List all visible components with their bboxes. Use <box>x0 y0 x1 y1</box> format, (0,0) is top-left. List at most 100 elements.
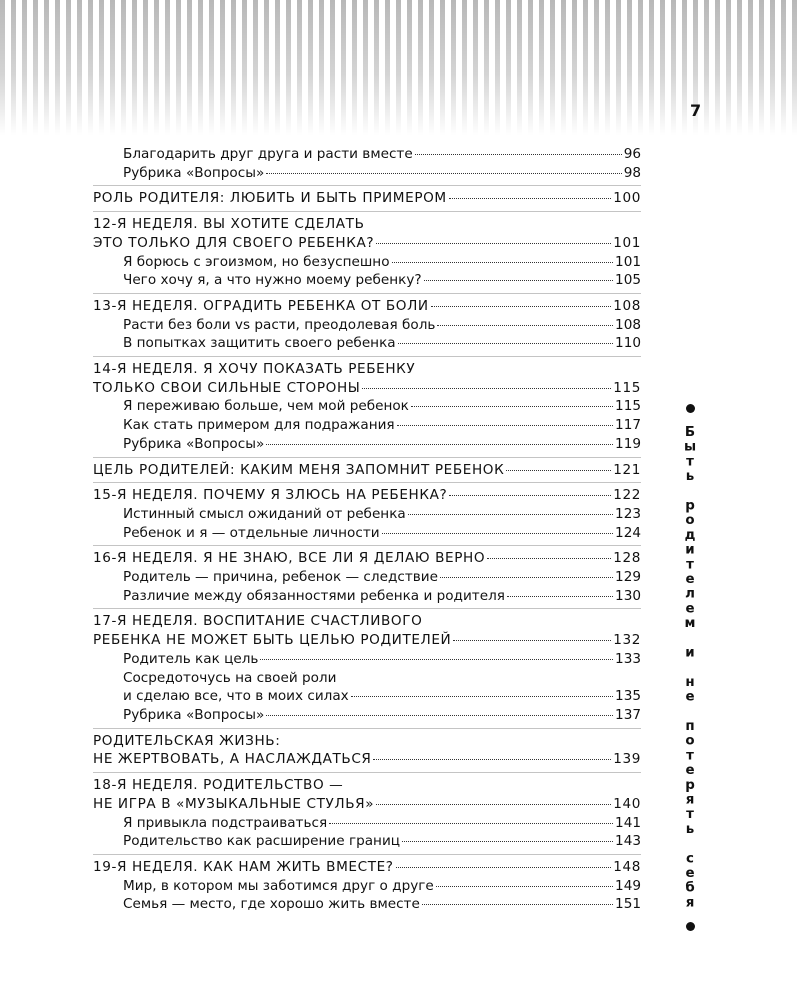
toc-entry: Сосредоточусь на своей роли и сделаю все,… <box>93 669 641 706</box>
entry-line: Чего хочу я, а что нужно моему ребенку? 1… <box>123 271 641 290</box>
entry-text: Как стать примером для подражания <box>123 417 395 434</box>
entry-text: 14-Я НЕДЕЛЯ. Я ХОЧУ ПОКАЗАТЬ РЕБЕНКУ <box>93 361 416 378</box>
toc-entry: Я борюсь с эгоизмом, но безуспешно 101 <box>93 253 641 272</box>
toc-group: 15-Я НЕДЕЛЯ. ПОЧЕМУ Я ЗЛЮСЬ НА РЕБЕНКА? 1… <box>93 482 641 545</box>
dot-leader <box>487 558 612 560</box>
toc-entry: Благодарить друг друга и расти вместе 96 <box>93 145 641 164</box>
dot-leader <box>449 495 612 497</box>
dot-leader <box>266 443 614 445</box>
entry-text: Чего хочу я, а что нужно моему ребенку? <box>123 272 422 289</box>
page-ref: 101 <box>613 234 641 251</box>
entry-line: Мир, в котором мы заботимся друг о друге… <box>123 877 641 896</box>
entry-line: Благодарить друг друга и расти вместе 96 <box>123 145 641 164</box>
toc-group: 16-Я НЕДЕЛЯ. Я НЕ ЗНАЮ, ВСЕ ЛИ Я ДЕЛАЮ В… <box>93 545 641 608</box>
dot-leader <box>376 242 612 244</box>
entry-text: РОДИТЕЛЬСКАЯ ЖИЗНЬ: <box>93 732 281 749</box>
entry-text: Различие между обязанностями ребенка и р… <box>123 587 505 604</box>
entry-text: и сделаю все, что в моих силах <box>123 688 349 705</box>
dot-leader <box>506 595 614 597</box>
entry-text: Я борюсь с эгоизмом, но безуспешно <box>123 253 390 270</box>
entry-line: Я привыкла подстраиваться 141 <box>123 814 641 833</box>
entry-text: Рубрика «Вопросы» <box>123 435 265 452</box>
entry-text: 13-Я НЕДЕЛЯ. ОГРАДИТЬ РЕБЕНКА ОТ БОЛИ <box>93 297 429 314</box>
bullet <box>685 922 695 932</box>
toc-entry: Я переживаю больше, чем мой ребенок 115 <box>93 397 641 416</box>
toc-heading: 16-Я НЕДЕЛЯ. Я НЕ ЗНАЮ, ВСЕ ЛИ Я ДЕЛАЮ В… <box>93 549 641 568</box>
entry-text: Родитель — причина, ребенок — следствие <box>123 569 438 586</box>
entry-line: Я борюсь с эгоизмом, но безуспешно 101 <box>123 253 641 272</box>
entry-text: 19-Я НЕДЕЛЯ. КАК НАМ ЖИТЬ ВМЕСТЕ? <box>93 858 394 875</box>
toc-group: 18-Я НЕДЕЛЯ. РОДИТЕЛЬСТВО — НЕ ИГРА В «МУ… <box>93 772 641 854</box>
entry-line: 18-Я НЕДЕЛЯ. РОДИТЕЛЬСТВО — <box>93 776 641 795</box>
entry-line: 16-Я НЕДЕЛЯ. Я НЕ ЗНАЮ, ВСЕ ЛИ Я ДЕЛАЮ В… <box>93 549 641 568</box>
dot-leader <box>381 532 614 534</box>
toc-group: Благодарить друг друга и расти вместе 96 Р… <box>93 145 641 185</box>
dot-leader <box>396 425 614 427</box>
dot-leader <box>350 696 614 698</box>
entry-line: Сосредоточусь на своей роли <box>123 669 641 688</box>
dot-leader <box>506 469 612 471</box>
entry-text: Семья — место, где хорошо жить вместе <box>123 896 420 913</box>
page-ref: 110 <box>615 335 641 352</box>
entry-line: НЕ ЖЕРТВОВАТЬ, А НАСЛАЖДАТЬСЯ 139 <box>93 750 641 769</box>
toc-heading: 17-Я НЕДЕЛЯ. ВОСПИТАНИЕ СЧАСТЛИВОГО РЕБЕН… <box>93 612 641 649</box>
entry-line: Рубрика «Вопросы» 119 <box>123 435 641 454</box>
entry-text: Расти без боли vs расти, преодолевая бол… <box>123 316 436 333</box>
table-of-contents: Благодарить друг друга и расти вместе 96 Р… <box>93 145 641 917</box>
entry-line: 17-Я НЕДЕЛЯ. ВОСПИТАНИЕ СЧАСТЛИВОГО <box>93 612 641 631</box>
entry-line: 19-Я НЕДЕЛЯ. КАК НАМ ЖИТЬ ВМЕСТЕ? 148 <box>93 858 641 877</box>
toc-heading: РОЛЬ РОДИТЕЛЯ: ЛЮБИТЬ И БЫТЬ ПРИМЕРОМ 100 <box>93 189 641 208</box>
toc-entry: Родитель — причина, ребенок — следствие 1… <box>93 568 641 587</box>
entry-text: ЭТО ТОЛЬКО ДЛЯ СВОЕГО РЕБЕНКА? <box>93 234 375 251</box>
dot-leader <box>266 714 614 716</box>
page-ref: 115 <box>615 398 641 415</box>
dot-leader <box>407 513 614 515</box>
toc-heading: ЦЕЛЬ РОДИТЕЛЕЙ: КАКИМ МЕНЯ ЗАПОМНИТ РЕБЕ… <box>93 461 641 480</box>
entry-line: Семья — место, где хорошо жить вместе 151 <box>123 895 641 914</box>
toc-entry: Рубрика «Вопросы» 137 <box>93 706 641 725</box>
page-ref: 143 <box>615 833 641 850</box>
entry-text: Ребенок и я — отдельные личности <box>123 524 380 541</box>
dot-leader <box>410 406 614 408</box>
page-ref: 100 <box>613 190 641 207</box>
entry-text: В попытках защитить своего ребенка <box>123 335 396 352</box>
dot-leader <box>373 759 612 761</box>
toc-entry: Семья — место, где хорошо жить вместе 151 <box>93 895 641 914</box>
entry-line: Как стать примером для подражания 117 <box>123 416 641 435</box>
toc-entry: Родительство как расширение границ 143 <box>93 832 641 851</box>
entry-text: 17-Я НЕДЕЛЯ. ВОСПИТАНИЕ СЧАСТЛИВОГО <box>93 613 423 630</box>
page-ref: 124 <box>615 524 641 541</box>
page-ref: 108 <box>613 297 641 314</box>
toc-entry: Расти без боли vs расти, преодолевая бол… <box>93 316 641 335</box>
toc-group: 13-Я НЕДЕЛЯ. ОГРАДИТЬ РЕБЕНКА ОТ БОЛИ 108… <box>93 292 641 356</box>
toc-entry: В попытках защитить своего ребенка 110 <box>93 334 641 353</box>
dot-leader <box>430 305 612 307</box>
entry-text: Родительство как расширение границ <box>123 833 401 850</box>
page-ref: 151 <box>615 896 641 913</box>
page-ref: 105 <box>615 272 641 289</box>
toc-entry: Чего хочу я, а что нужно моему ребенку? 1… <box>93 271 641 290</box>
page-ref: 119 <box>615 435 641 452</box>
toc-entry: Ребенок и я — отдельные личности 124 <box>93 524 641 543</box>
toc-heading: РОДИТЕЛЬСКАЯ ЖИЗНЬ: НЕ ЖЕРТВОВАТЬ, А НАСЛ… <box>93 732 641 769</box>
header-stripes <box>0 0 800 135</box>
page-ref: 141 <box>615 814 641 831</box>
page-ref: 122 <box>613 487 641 504</box>
entry-line: В попытках защитить своего ребенка 110 <box>123 334 641 353</box>
entry-line: Родитель как цель 133 <box>123 650 641 669</box>
entry-text: Я переживаю больше, чем мой ребенок <box>123 398 409 415</box>
entry-text: ЦЕЛЬ РОДИТЕЛЕЙ: КАКИМ МЕНЯ ЗАПОМНИТ РЕБЕ… <box>93 461 505 478</box>
entry-line: Расти без боли vs расти, преодолевая бол… <box>123 316 641 335</box>
toc-group: РОЛЬ РОДИТЕЛЯ: ЛЮБИТЬ И БЫТЬ ПРИМЕРОМ 100 <box>93 185 641 211</box>
page-ref: 115 <box>613 379 641 396</box>
toc-group: РОДИТЕЛЬСКАЯ ЖИЗНЬ: НЕ ЖЕРТВОВАТЬ, А НАСЛ… <box>93 727 641 772</box>
entry-line: ЦЕЛЬ РОДИТЕЛЕЙ: КАКИМ МЕНЯ ЗАПОМНИТ РЕБЕ… <box>93 461 641 480</box>
entry-line: 12-Я НЕДЕЛЯ. ВЫ ХОТИТЕ СДЕЛАТЬ <box>93 215 641 234</box>
page-ref: 129 <box>615 569 641 586</box>
entry-text: РОЛЬ РОДИТЕЛЯ: ЛЮБИТЬ И БЫТЬ ПРИМЕРОМ <box>93 190 447 207</box>
dot-leader <box>362 387 612 389</box>
dot-leader <box>439 577 614 579</box>
page-ref: 140 <box>613 795 641 812</box>
